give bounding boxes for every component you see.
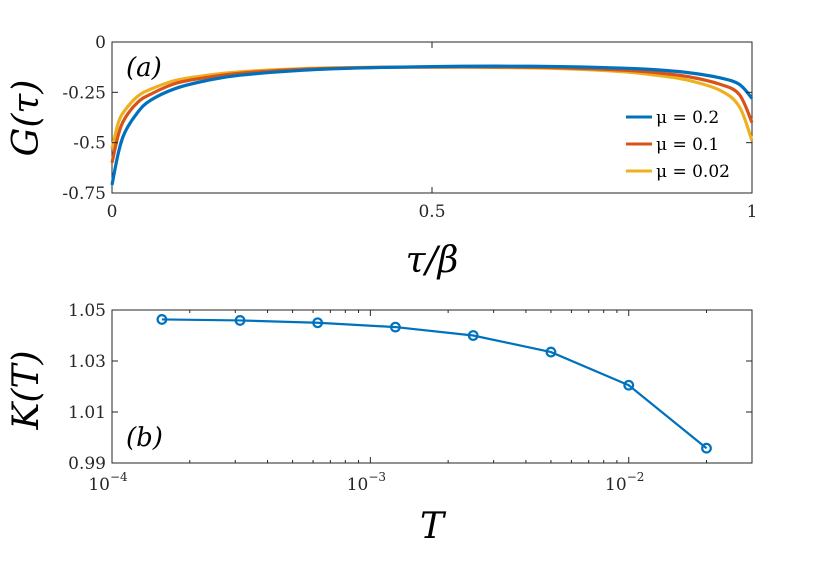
panel-a-series bbox=[110, 64, 754, 186]
panel-a-ytick-label: -0.75 bbox=[62, 184, 106, 204]
panel-a-xtick-label: 0 bbox=[107, 202, 118, 222]
panel-a-ytick-label: 0 bbox=[95, 33, 106, 53]
panel-a-label: (a) bbox=[126, 53, 162, 83]
panel-a-legend: μ = 0.2 μ = 0.1 μ = 0.02 bbox=[626, 108, 730, 182]
legend-entry: μ = 0.2 bbox=[656, 108, 719, 128]
panel-b-ytick-label: 1.03 bbox=[68, 352, 106, 372]
panel-a: 0 0.5 10-0.25-0.5-0.75 (a) μ = 0.2μ = 0.1μ… bbox=[6, 33, 757, 281]
panel-b-label: (b) bbox=[126, 423, 163, 453]
k-data-point bbox=[623, 379, 635, 391]
panel-b-xlabel: T bbox=[420, 506, 447, 547]
panel-b-xtick-label: 10−4 bbox=[88, 470, 128, 495]
series-line-mu-0 bbox=[110, 64, 754, 186]
k-data-point bbox=[390, 321, 401, 333]
panel-b-ticks: 10−4 10−3 10−2 1.05 1.03 1.01 0.99 bbox=[68, 301, 753, 495]
panel-b-series bbox=[156, 314, 712, 454]
panel-b-xtick-label: 10−3 bbox=[347, 470, 386, 495]
panel-b-ytick-label: 1.05 bbox=[68, 301, 106, 321]
panel-a-ticks: 0 0.5 1 0 -0.25 -0.5 -0.75 bbox=[62, 33, 757, 222]
k-data-point bbox=[545, 346, 557, 358]
panel-b-xtick-label: 10−2 bbox=[605, 470, 644, 495]
k-data-point bbox=[312, 317, 324, 329]
panel-a-xtick-label: 0.5 bbox=[418, 202, 445, 222]
k-data-point bbox=[156, 314, 168, 325]
panel-a-xtick-label: 1 bbox=[747, 202, 758, 222]
k-data-point bbox=[467, 330, 479, 341]
panel-b-ylabel: K(T) bbox=[6, 351, 47, 431]
k-data-point bbox=[701, 442, 712, 454]
panel-a-ytick-label: -0.5 bbox=[73, 134, 106, 154]
k-series-line bbox=[161, 318, 708, 450]
panel-b-axes-box bbox=[111, 309, 753, 464]
panel-a-ylabel: G(τ) bbox=[6, 80, 47, 157]
panel-a-ytick-label: -0.25 bbox=[62, 83, 106, 103]
k-data-point bbox=[234, 315, 246, 326]
panel-a-xlabel: τ/β bbox=[406, 240, 459, 281]
panel-b: 10−4 10−3 10−2 1.05 1.03 1.01 0.99 (b) T K(T) bbox=[6, 301, 753, 547]
panel-b-ytick-label: 1.01 bbox=[68, 403, 106, 423]
panel-b-ytick-label: 0.99 bbox=[68, 454, 106, 474]
legend-entry: μ = 0.02 bbox=[656, 162, 730, 182]
legend-entry: μ = 0.1 bbox=[656, 135, 719, 155]
